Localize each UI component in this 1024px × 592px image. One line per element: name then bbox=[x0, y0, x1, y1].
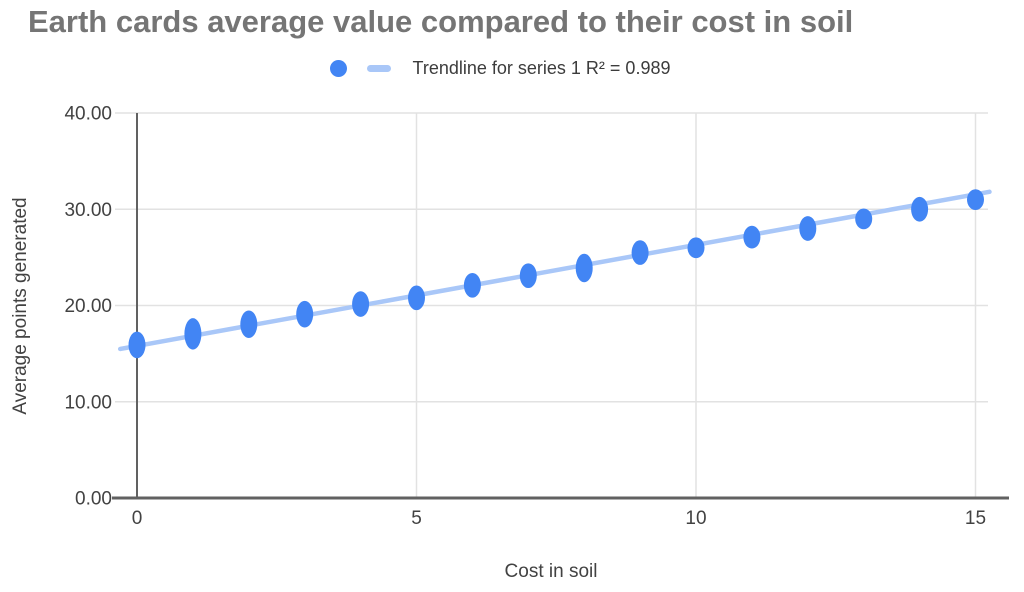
trendline bbox=[117, 189, 992, 352]
scatter-cluster bbox=[743, 225, 761, 249]
scatter-cluster bbox=[687, 237, 705, 259]
x-tick-label: 5 bbox=[411, 508, 422, 529]
scatter-cluster bbox=[519, 263, 537, 289]
legend-label: Trendline for series 1 R² = 0.989 bbox=[412, 58, 671, 78]
x-tick-label: 10 bbox=[685, 508, 706, 529]
scatter-cluster bbox=[855, 208, 873, 230]
y-tick-label: 10.00 bbox=[64, 392, 112, 413]
scatter-cluster bbox=[911, 196, 929, 222]
scatter-cluster bbox=[463, 272, 481, 298]
scatter-cluster bbox=[575, 253, 593, 283]
series-point-icon bbox=[329, 60, 347, 77]
y-axis-title: Average points generated bbox=[10, 197, 31, 415]
y-tick-label: 0.00 bbox=[75, 489, 112, 510]
x-axis-title: Cost in soil bbox=[504, 561, 598, 582]
scatter-cluster bbox=[799, 216, 817, 241]
scatter-cluster bbox=[967, 189, 984, 211]
chart-title: Earth cards average value compared to th… bbox=[28, 4, 854, 39]
y-tick-label: 20.00 bbox=[64, 296, 112, 317]
scatter-cluster bbox=[408, 285, 425, 311]
scatter-cluster bbox=[631, 240, 649, 265]
legend: Trendline for series 1 R² = 0.989 bbox=[0, 58, 1000, 79]
x-tick-label: 15 bbox=[965, 508, 986, 529]
x-tick-label: 0 bbox=[132, 508, 143, 529]
scatter-cluster bbox=[352, 291, 370, 317]
trendline-dash-icon bbox=[366, 65, 391, 72]
scatter-cluster bbox=[128, 331, 146, 359]
scatter-cluster bbox=[184, 318, 202, 350]
y-tick-label: 40.00 bbox=[64, 104, 112, 125]
scatter-cluster bbox=[296, 300, 314, 328]
y-tick-label: 30.00 bbox=[64, 200, 112, 221]
scatter-cluster bbox=[240, 310, 258, 339]
